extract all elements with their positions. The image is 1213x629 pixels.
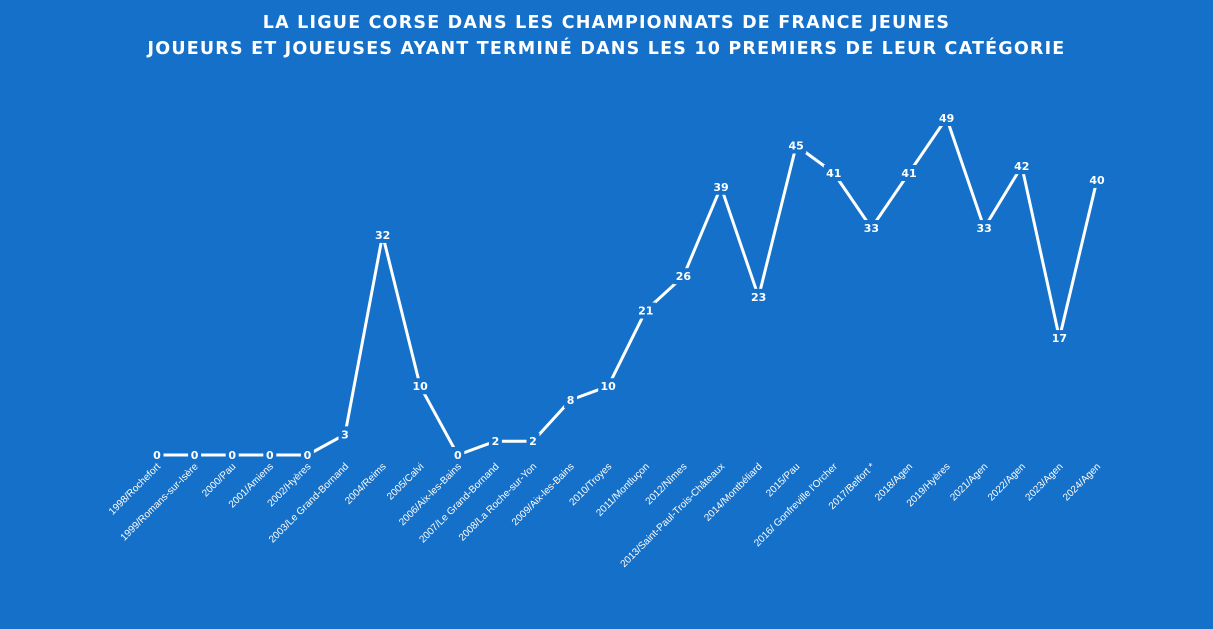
svg-text:23: 23 [751,291,766,304]
data-point-label: 41 [899,165,919,182]
drop-lines [344,130,1098,455]
x-tick-label: 2015/Pau [764,461,802,499]
svg-text:10: 10 [413,380,429,393]
data-point-label: 0 [451,447,465,463]
svg-text:21: 21 [638,305,653,318]
svg-text:0: 0 [304,449,312,462]
svg-text:3: 3 [341,428,349,441]
x-tick-label: 2003/Le Grand-Bornand [267,461,351,545]
value-labels: 0 0 0 0 0 3 32 10 0 2 2 8 10 21 26 39 23 45 41 33 41 49 33 42 17… [150,110,1107,463]
series-line [157,116,1099,457]
data-point-label: 0 [225,447,239,463]
x-tick-label: 2022/Agen [986,461,1028,503]
svg-text:41: 41 [901,167,916,180]
data-point-label: 0 [188,447,202,463]
svg-text:0: 0 [191,449,199,462]
svg-text:0: 0 [266,449,274,462]
svg-text:33: 33 [864,222,879,235]
svg-text:45: 45 [789,140,804,153]
svg-text:2: 2 [529,435,537,448]
data-point-label: 10 [410,378,431,395]
data-point-label: 32 [372,226,393,243]
data-point-label: 39 [711,178,731,195]
data-point-label: 0 [150,447,164,463]
data-point-label: 17 [1049,330,1070,347]
svg-text:10: 10 [601,380,617,393]
chart-title-line-1: LA LIGUE CORSE DANS LES CHAMPIONNATS DE … [262,13,951,33]
x-tick-label: 2023/Agen [1024,461,1066,503]
data-point-label: 26 [673,268,694,285]
data-point-label: 42 [1011,158,1032,175]
data-point-label: 40 [1087,171,1107,188]
svg-text:0: 0 [153,449,161,462]
data-point-label: 2 [526,433,540,450]
data-point-label: 10 [598,378,619,395]
svg-text:33: 33 [977,222,992,235]
data-point-label: 2 [488,433,502,450]
svg-text:17: 17 [1052,332,1067,345]
data-point-label: 49 [936,110,957,126]
svg-text:26: 26 [676,270,692,283]
svg-text:41: 41 [826,167,841,180]
svg-text:42: 42 [1014,160,1029,173]
svg-text:40: 40 [1089,174,1105,187]
data-point-label: 45 [786,137,807,154]
svg-text:49: 49 [939,112,954,125]
data-point-label: 23 [748,288,769,305]
x-tick-label: 2000/Pau [200,461,238,499]
svg-text:0: 0 [228,449,236,462]
data-point-label: 33 [974,220,995,237]
data-point-label: 0 [263,447,277,463]
svg-text:32: 32 [375,229,390,242]
svg-text:8: 8 [567,394,575,407]
data-point-label: 33 [861,220,882,237]
chart-title: LA LIGUE CORSE DANS LES CHAMPIONNATS DE … [0,10,1213,62]
x-tick-label: 2021/Agen [948,461,990,503]
chart-title-line-2: JOUEURS ET JOUEUSES AYANT TERMINÉ DANS L… [147,39,1066,59]
svg-text:2: 2 [492,435,500,448]
x-tick-label: 1999/Romans-sur-Isère [119,461,201,543]
data-point-label: 21 [635,302,656,319]
data-point-label: 3 [338,426,352,443]
x-tick-label: 2024/Agen [1061,461,1103,503]
data-point-label: 41 [823,165,844,182]
data-point-label: 8 [564,391,578,408]
svg-text:0: 0 [454,449,462,462]
data-point-label: 0 [300,447,314,463]
svg-text:39: 39 [713,181,728,194]
